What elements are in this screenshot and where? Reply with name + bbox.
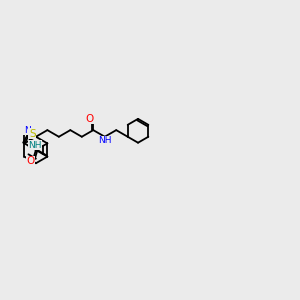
Text: NH: NH — [98, 136, 112, 146]
Text: N: N — [24, 126, 31, 135]
Text: S: S — [29, 129, 35, 139]
Text: O: O — [86, 113, 94, 124]
Text: NH: NH — [28, 141, 42, 150]
Text: O: O — [26, 156, 34, 166]
